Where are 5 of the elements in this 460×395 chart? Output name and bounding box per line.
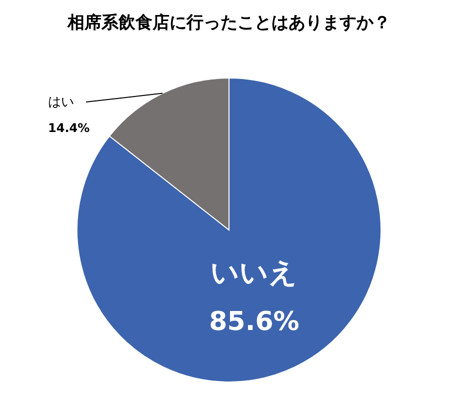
chart-title: 相席系飲食店に行ったことはありますか？ <box>66 13 390 33</box>
data-label: 85.6% <box>209 306 300 337</box>
slice-label: はい <box>48 95 74 110</box>
slice-label: いいえ <box>210 256 298 289</box>
data-label: 14.4% <box>48 121 90 135</box>
